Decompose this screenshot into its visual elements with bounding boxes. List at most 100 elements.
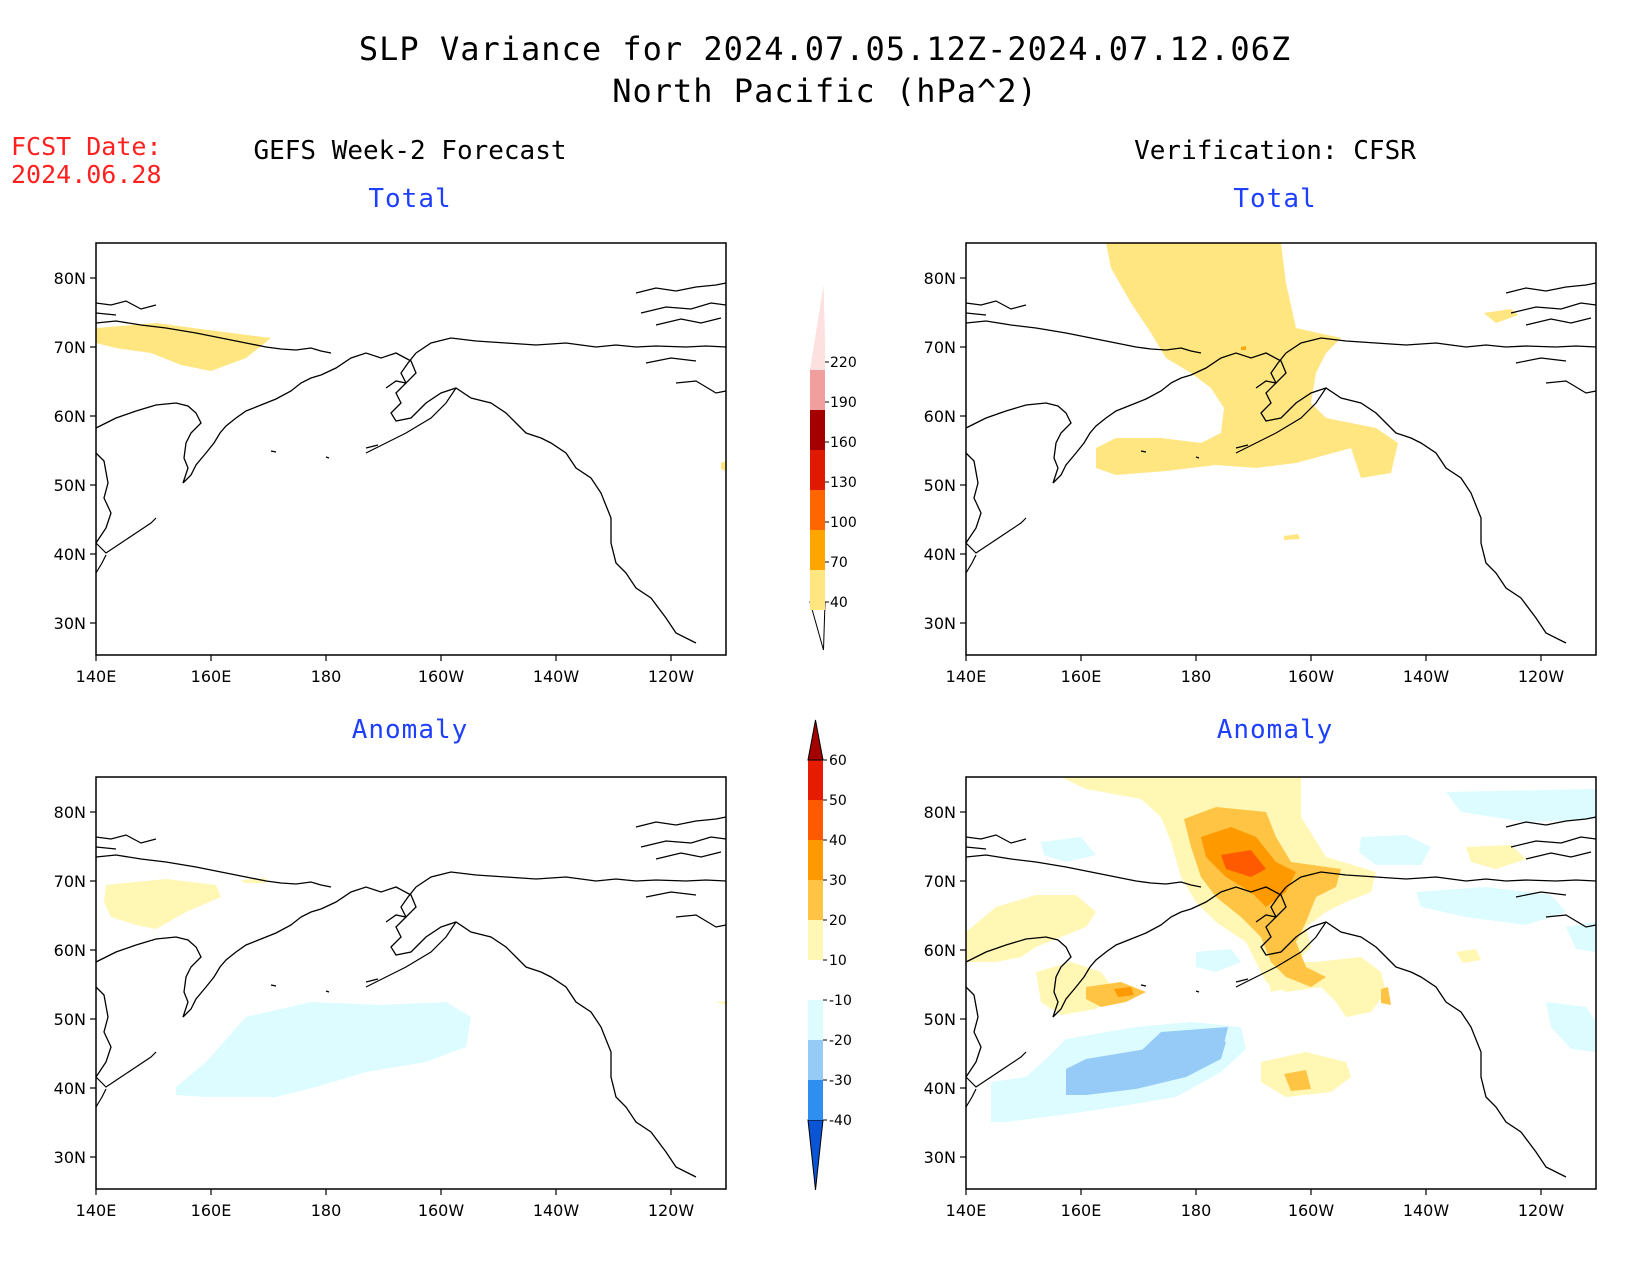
lon-tick-label: 140E <box>76 667 117 686</box>
colorbar-anomaly-segment <box>808 960 823 1000</box>
lat-tick-label: 40N <box>54 545 86 564</box>
lat-tick-label: 30N <box>924 1148 956 1167</box>
lon-tick-label: 160W <box>418 1201 465 1220</box>
lat-tick-label: 50N <box>54 476 86 495</box>
colorbar-anomaly-upper-extension <box>807 719 824 761</box>
lat-tick-label: 50N <box>924 1010 956 1029</box>
colorbar-anomaly-segment <box>808 1000 823 1040</box>
lat-tick-label: 70N <box>54 338 86 357</box>
shading-top-right <box>1096 243 1518 540</box>
right-column-title: Verification: CFSR <box>1134 136 1416 166</box>
colorbar-total-label: 40 <box>830 595 848 611</box>
lon-tick-label: 140W <box>533 1201 580 1220</box>
lat-tick-label: 30N <box>54 614 86 633</box>
colorbar-anomaly-label: -40 <box>829 1113 852 1129</box>
lon-tick-label: 120W <box>648 1201 695 1220</box>
lon-tick-label: 180 <box>311 1201 342 1220</box>
lon-tick-label: 140E <box>946 667 987 686</box>
colorbar-anomaly-label: 20 <box>829 913 847 929</box>
lat-tick-label: 60N <box>54 407 86 426</box>
colorbar-total-segment <box>810 285 825 370</box>
lat-tick-label: 70N <box>924 872 956 891</box>
lat-tick-label: 40N <box>924 545 956 564</box>
shading-top-left <box>96 323 726 471</box>
lat-tick-label: 40N <box>54 1079 86 1098</box>
lat-tick-label: 80N <box>924 803 956 822</box>
lat-tick-label: 70N <box>924 338 956 357</box>
lon-tick-label: 160W <box>418 667 465 686</box>
colorbar-anomaly-segment <box>808 1080 823 1120</box>
shading-bottom-left <box>104 878 726 1097</box>
panel-title-top-right: Total <box>1233 184 1317 214</box>
lon-tick-label: 180 <box>1181 667 1212 686</box>
map-panel-bottom-left <box>95 776 727 1190</box>
colorbar-anomaly-label: 50 <box>829 793 847 809</box>
map-panel-top-right <box>965 242 1597 656</box>
colorbar-anomaly-label: 10 <box>829 953 847 969</box>
colorbar-total-label: 160 <box>830 435 857 451</box>
colorbar-total-segment <box>810 530 825 570</box>
lat-tick-label: 60N <box>54 941 86 960</box>
lat-tick-label: 60N <box>924 941 956 960</box>
main-title: SLP Variance for 2024.07.05.12Z-2024.07.… <box>358 30 1292 68</box>
lon-tick-label: 160E <box>191 1201 232 1220</box>
lon-tick-label: 140E <box>946 1201 987 1220</box>
map-panel-bottom-right <box>965 776 1597 1190</box>
lon-tick-label: 120W <box>1518 1201 1565 1220</box>
lat-tick-label: 30N <box>924 614 956 633</box>
colorbar-total-label: 130 <box>830 475 857 491</box>
colorbar-anomaly-label: -10 <box>829 993 852 1009</box>
lon-tick-label: 160W <box>1288 667 1335 686</box>
colorbar-anomaly-label: 30 <box>829 873 847 889</box>
lat-tick-label: 80N <box>54 269 86 288</box>
colorbar-total-segment <box>810 410 825 450</box>
colorbar-anomaly-label: -20 <box>829 1033 852 1049</box>
map-panel-top-left <box>95 242 727 656</box>
colorbar-total-segment <box>810 490 825 530</box>
colorbar-anomaly-label: 60 <box>829 753 847 769</box>
shading-bottom-right <box>966 777 1596 1122</box>
lat-tick-label: 80N <box>54 803 86 822</box>
colorbar-total-label: 100 <box>830 515 857 531</box>
lat-tick-label: 40N <box>924 1079 956 1098</box>
colorbar-total-segment <box>810 370 825 410</box>
lat-tick-label: 50N <box>924 476 956 495</box>
lon-tick-label: 120W <box>1518 667 1565 686</box>
lon-tick-label: 180 <box>311 667 342 686</box>
lon-tick-label: 160E <box>191 667 232 686</box>
panel-title-top-left: Total <box>368 184 452 214</box>
colorbar-total-label: 220 <box>830 355 857 371</box>
colorbar-anomaly-lower-extension <box>807 1119 824 1191</box>
lon-tick-label: 120W <box>648 667 695 686</box>
lon-tick-label: 140W <box>533 667 580 686</box>
colorbar-anomaly-segment <box>808 920 823 960</box>
main-subtitle: North Pacific (hPa^2) <box>612 72 1038 110</box>
colorbar-anomaly-label: 40 <box>829 833 847 849</box>
colorbar-anomaly-segment <box>808 1040 823 1080</box>
fcst-date-value: 2024.06.28 <box>11 160 162 189</box>
panel-title-bottom-right: Anomaly <box>1216 715 1334 745</box>
colorbar-total-segment <box>810 570 825 610</box>
left-column-title: GEFS Week-2 Forecast <box>253 136 567 166</box>
lon-tick-label: 140E <box>76 1201 117 1220</box>
lon-tick-label: 140W <box>1403 1201 1450 1220</box>
lat-tick-label: 30N <box>54 1148 86 1167</box>
colorbar-anomaly-segment <box>808 840 823 880</box>
lon-tick-label: 160W <box>1288 1201 1335 1220</box>
colorbar-total-label: 190 <box>830 395 857 411</box>
colorbar-anomaly-segment <box>808 760 823 800</box>
lon-tick-label: 160E <box>1061 667 1102 686</box>
fcst-date-label: FCST Date: <box>11 132 162 161</box>
lon-tick-label: 180 <box>1181 1201 1212 1220</box>
colorbar-anomaly-segment <box>808 800 823 840</box>
lat-tick-label: 60N <box>924 407 956 426</box>
panel-title-bottom-left: Anomaly <box>351 715 469 745</box>
colorbar-anomaly: -40 -30 -20 -10 10 20 30 40 50 60 <box>807 719 852 1191</box>
lon-tick-label: 160E <box>1061 1201 1102 1220</box>
colorbar-anomaly-label: -30 <box>829 1073 852 1089</box>
colorbar-total-label: 70 <box>830 555 848 571</box>
lon-tick-label: 140W <box>1403 667 1450 686</box>
colorbar-anomaly-segment <box>808 880 823 920</box>
lat-tick-label: 70N <box>54 872 86 891</box>
